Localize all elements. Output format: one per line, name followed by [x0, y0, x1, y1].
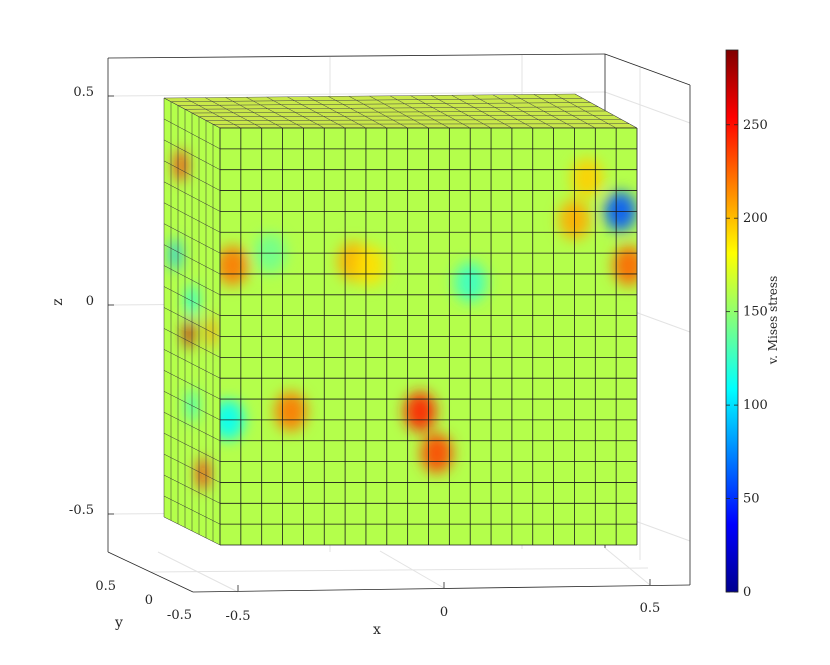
stress-hotspot: [220, 245, 249, 286]
mesh-line: [163, 474, 221, 504]
floor-gridline: [149, 567, 649, 573]
mesh-line: [198, 115, 614, 117]
mesh-line: [163, 516, 221, 546]
mesh-line: [205, 119, 622, 121]
floor-gridline: [379, 550, 445, 589]
mesh-line: [163, 160, 221, 191]
z-tick-label: -0.5: [69, 503, 94, 518]
mesh-line: [184, 106, 599, 110]
mesh-line: [163, 412, 221, 441]
y-axis-label: y: [114, 615, 123, 631]
colorbar-tick-label: 100: [743, 398, 768, 413]
y-axis-ticks: 0.5 0 -0.5: [95, 579, 192, 623]
mesh-line: [177, 102, 591, 106]
mesh-line: [163, 202, 221, 233]
mesh-line: [163, 286, 221, 316]
mesh-line: [163, 370, 221, 400]
colorbar-gradient: [725, 49, 739, 593]
mesh-line: [163, 307, 221, 337]
mesh-line: [163, 495, 221, 525]
mesh-line: [170, 98, 583, 102]
colorbar-tick-label: 0: [743, 585, 751, 600]
colorbar: 0 50 100 150 200 250 v. Mises stress: [725, 49, 780, 600]
mesh-line: [163, 244, 221, 275]
mesh-line: [212, 123, 630, 125]
colorbar-label: v. Mises stress: [766, 276, 780, 365]
mesh-block: [163, 93, 638, 546]
mesh-line: [191, 110, 607, 114]
axis-box-edge: [107, 53, 606, 59]
z-tick-label: 0: [86, 294, 94, 309]
stress-hotspot: [175, 149, 186, 182]
stress-hotspot: [404, 391, 437, 432]
mesh-line: [163, 432, 221, 462]
box-lines: [107, 53, 691, 593]
x-axis-label: x: [373, 622, 381, 638]
colorbar-tick-label: 200: [743, 211, 768, 226]
z-tick-label: 0.5: [73, 85, 94, 100]
mesh-line: [163, 118, 221, 150]
axis-box-edge: [107, 551, 194, 593]
stress-hotspot: [274, 391, 307, 432]
y-tick-label: -0.5: [167, 608, 192, 623]
stress-hotspot: [354, 245, 387, 286]
axis-box-edge: [604, 53, 691, 86]
x-tick-label: 0: [440, 605, 448, 620]
colorbar-tick-label: 50: [743, 492, 760, 507]
colorbar-tick-label: 250: [743, 118, 768, 133]
z-axis-label: z: [50, 298, 66, 305]
colorbar-tick-label: 150: [743, 305, 768, 320]
z-gridline: [604, 91, 691, 124]
mesh-line: [163, 139, 221, 170]
floor-gridline: [604, 547, 651, 586]
stress-hotspot: [420, 433, 453, 474]
mesh-line: [163, 223, 221, 254]
mesh-line: [163, 349, 221, 379]
mesh-line: [163, 265, 221, 296]
mesh-grid-lines: [163, 93, 638, 546]
x-tick-label: -0.5: [225, 609, 250, 624]
axis-box-edge: [192, 584, 691, 593]
stress-hotspot: [170, 238, 181, 271]
stress-hotspot: [184, 317, 195, 350]
floor-gridline: [157, 551, 239, 593]
y-tick-label: 0: [145, 593, 153, 608]
x-axis-ticks: -0.5 0 0.5: [225, 601, 660, 624]
mesh-line: [163, 181, 221, 212]
y-tick-label: 0.5: [95, 579, 116, 594]
x-tick-label: 0.5: [640, 601, 661, 616]
stress-hotspot: [570, 158, 603, 199]
mesh-line: [163, 391, 221, 421]
mesh-line: [163, 453, 221, 483]
z-axis-ticks: 0.5 0 -0.5: [69, 85, 94, 518]
colorbar-ticks: 0 50 100 150 200 250: [726, 118, 768, 600]
mesh-line: [163, 328, 221, 358]
